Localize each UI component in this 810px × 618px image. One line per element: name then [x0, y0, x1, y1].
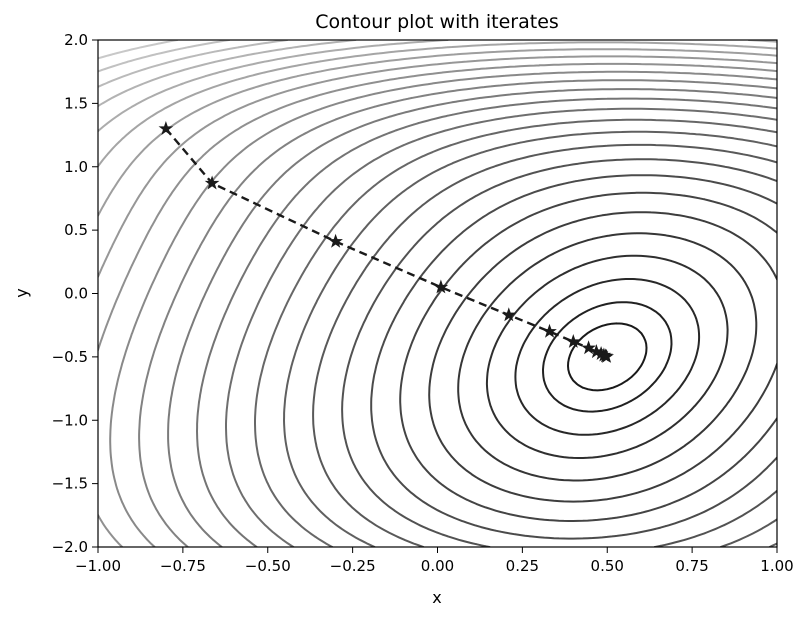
contour-line — [399, 191, 777, 522]
contour-line — [98, 40, 179, 60]
contour-line — [109, 70, 777, 547]
iterate-point — [581, 340, 596, 355]
contour-line — [514, 278, 701, 436]
x-tick-label: 0.50 — [591, 557, 624, 575]
contour-line — [370, 174, 777, 540]
x-tick-label: −0.50 — [245, 557, 291, 575]
contour-line — [196, 97, 777, 547]
iterate-point — [204, 175, 220, 190]
x-tick-label: 0.00 — [421, 557, 454, 575]
contour-line — [485, 254, 729, 459]
contour-lines — [98, 40, 777, 547]
y-tick-label: −1.0 — [52, 411, 88, 429]
y-axis-ticks: −2.0 −1.5 −1.0 −0.5 0.0 0.5 1.0 1.5 2.0 — [52, 31, 98, 556]
plot-frame — [97, 39, 778, 548]
contour-line — [254, 118, 777, 547]
iterate-point — [328, 233, 343, 248]
x-tick-label: 0.75 — [675, 557, 708, 575]
y-tick-label: 0.0 — [64, 285, 88, 303]
iterate-point — [599, 348, 614, 363]
x-axis-label: x — [432, 588, 441, 607]
contour-line — [457, 232, 758, 482]
x-tick-label: −1.00 — [75, 557, 121, 575]
x-tick-label: 1.00 — [760, 557, 793, 575]
contour-line — [98, 40, 289, 88]
contour-line — [225, 107, 777, 547]
iterate-point — [433, 279, 449, 294]
y-tick-label: 0.5 — [64, 221, 88, 239]
contour-line — [542, 301, 673, 413]
x-tick-label: −0.75 — [160, 557, 206, 575]
iterate-point — [565, 333, 581, 348]
y-tick-label: −2.0 — [52, 538, 88, 556]
contour-line — [283, 130, 777, 547]
contour-line — [98, 62, 777, 547]
contour-line — [138, 79, 777, 547]
y-tick-label: 1.0 — [64, 158, 88, 176]
iterate-path — [158, 120, 614, 363]
contour-line — [98, 40, 231, 73]
y-tick-label: 2.0 — [64, 31, 88, 49]
y-axis-label: y — [12, 288, 31, 297]
contour-line — [567, 322, 648, 392]
contour-line — [167, 88, 777, 547]
x-axis-ticks: −1.00 −0.75 −0.50 −0.25 0.00 0.25 0.50 0.75 1.00 — [75, 547, 794, 575]
contour-line — [428, 211, 777, 503]
x-tick-label: −0.25 — [330, 557, 376, 575]
x-tick-label: 0.25 — [506, 557, 539, 575]
contour-line — [341, 158, 777, 547]
contour-line — [98, 41, 777, 168]
iterate-point — [542, 323, 557, 338]
chart-title: Contour plot with iterates — [315, 11, 559, 33]
iterate-point — [158, 120, 174, 135]
y-tick-label: 1.5 — [64, 94, 88, 112]
contour-line — [312, 143, 777, 547]
y-tick-label: −1.5 — [52, 475, 88, 493]
contour-line — [98, 40, 357, 108]
y-tick-label: −0.5 — [52, 348, 88, 366]
iterate-point — [501, 307, 517, 322]
